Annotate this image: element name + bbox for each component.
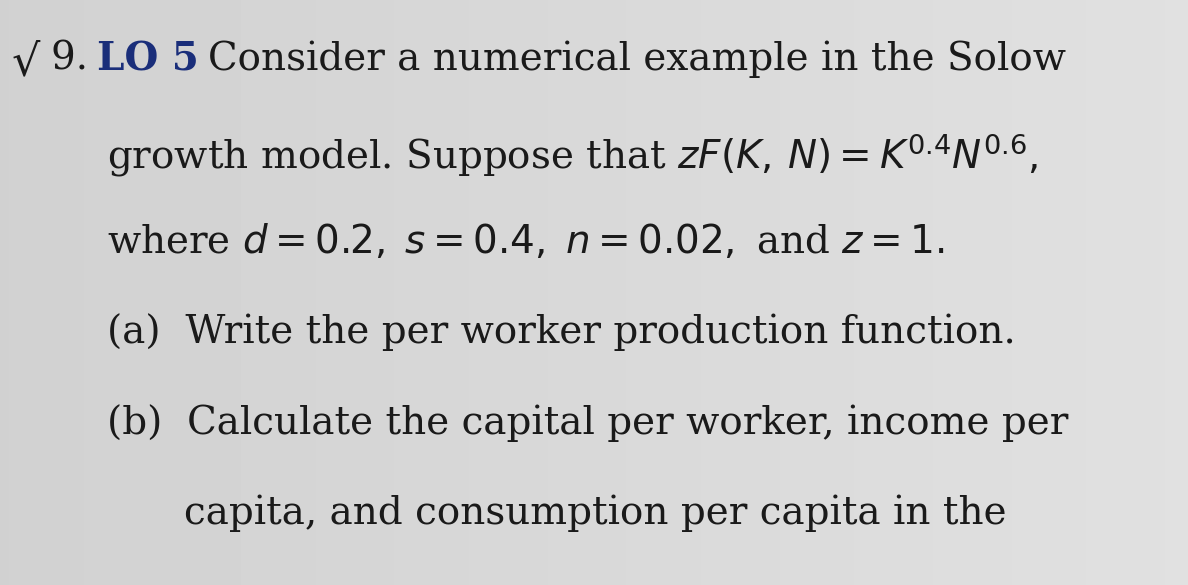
Text: LO 5: LO 5 <box>97 41 200 79</box>
Text: where $d = 0.2,\; s = 0.4,\; n = 0.02,$ and $z = 1.$: where $d = 0.2,\; s = 0.4,\; n = 0.02,$ … <box>107 222 944 261</box>
Text: Consider a numerical example in the Solow: Consider a numerical example in the Solo… <box>208 41 1066 78</box>
Text: growth model. Suppose that $zF(K,\,N) = K^{0.4}N^{0.6},$: growth model. Suppose that $zF(K,\,N) = … <box>107 132 1038 180</box>
Text: (a)  Write the per worker production function.: (a) Write the per worker production func… <box>107 313 1016 351</box>
Text: √: √ <box>12 41 40 84</box>
Text: capita, and consumption per capita in the: capita, and consumption per capita in th… <box>184 494 1006 532</box>
Text: 9.: 9. <box>51 41 101 78</box>
Text: (b)  Calculate the capital per worker, income per: (b) Calculate the capital per worker, in… <box>107 404 1068 442</box>
